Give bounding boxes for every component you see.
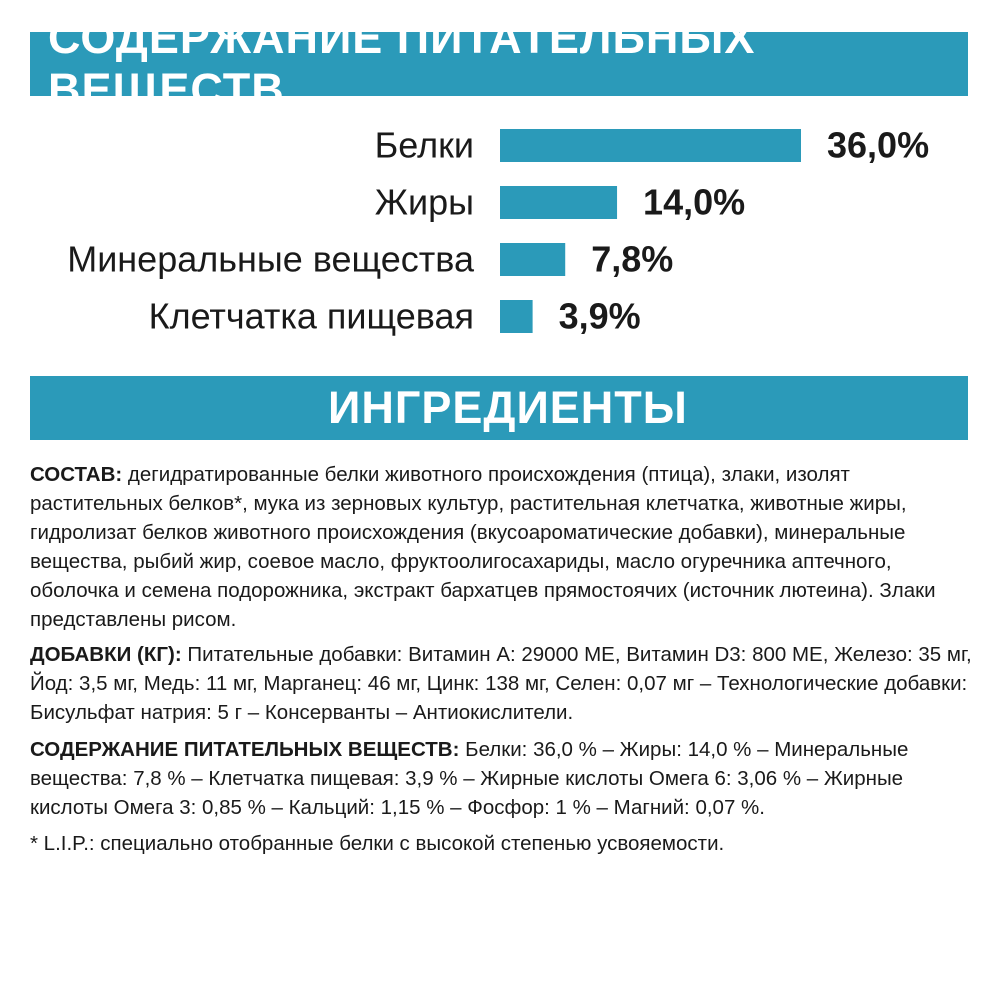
ingredients-header-banner: ИНГРЕДИЕНТЫ bbox=[30, 376, 968, 440]
additives-paragraph: ДОБАВКИ (КГ): Питательные добавки: Витам… bbox=[30, 640, 975, 727]
footnote: * L.I.P.: специально отобранные белки с … bbox=[30, 832, 725, 855]
bar-label: Белки bbox=[375, 125, 474, 166]
nutrient-content-paragraph: СОДЕРЖАНИЕ ПИТАТЕЛЬНЫХ ВЕЩЕСТВ: Белки: 3… bbox=[30, 735, 975, 822]
composition-text: дегидратированные белки животного происх… bbox=[30, 463, 936, 631]
bar-label: Минеральные вещества bbox=[67, 239, 475, 280]
nutrients-header-title: СОДЕРЖАНИЕ ПИТАТЕЛЬНЫХ ВЕЩЕСТВ bbox=[48, 12, 756, 115]
bar-value-label: 14,0% bbox=[643, 182, 745, 223]
nutrients-header-banner: СОДЕРЖАНИЕ ПИТАТЕЛЬНЫХ ВЕЩЕСТВ bbox=[30, 12, 968, 115]
bar-label: Жиры bbox=[375, 182, 474, 223]
nutrient-content-text: Белки: 36,0 % – Жиры: 14,0 % – Минеральн… bbox=[30, 738, 909, 819]
bar-label: Клетчатка пищевая bbox=[149, 296, 474, 337]
bar-value-label: 7,8% bbox=[591, 239, 673, 280]
ingredients-header-title: ИНГРЕДИЕНТЫ bbox=[328, 382, 688, 433]
composition-paragraph: СОСТАВ: дегидратированные белки животног… bbox=[30, 460, 975, 634]
additives-label: ДОБАВКИ (КГ): bbox=[30, 643, 182, 666]
composition-label: СОСТАВ: bbox=[30, 463, 123, 486]
bar bbox=[500, 300, 533, 333]
nutrient-bar-chart: Белки 36,0% Жиры 14,0% Минеральные вещества 7… bbox=[67, 125, 929, 337]
bar bbox=[500, 243, 566, 276]
nutrient-content-label: СОДЕРЖАНИЕ ПИТАТЕЛЬНЫХ ВЕЩЕСТВ: bbox=[30, 738, 460, 761]
bar-value-label: 36,0% bbox=[827, 125, 929, 166]
bar-value-label: 3,9% bbox=[559, 296, 641, 337]
additives-text: Питательные добавки: Витамин А: 29000 МЕ… bbox=[30, 643, 972, 724]
bar bbox=[500, 186, 618, 219]
bar bbox=[500, 129, 801, 162]
